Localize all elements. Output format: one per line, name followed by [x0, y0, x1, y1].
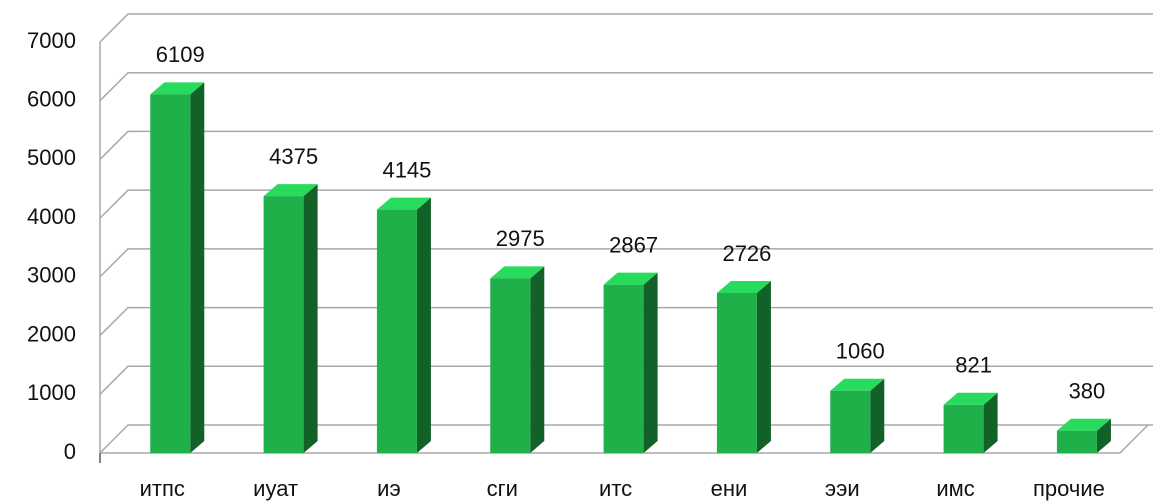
- bar: [1056, 430, 1097, 453]
- bar-side: [756, 280, 771, 453]
- y-tick-label: 1000: [27, 380, 76, 405]
- bar-top: [830, 378, 885, 391]
- bar-side: [530, 266, 545, 453]
- bar-side: [303, 184, 318, 453]
- bar-top: [376, 197, 431, 210]
- bar-top: [716, 280, 771, 293]
- grid-line: [99, 365, 1153, 395]
- bar-side: [643, 272, 658, 453]
- value-label: 821: [955, 353, 992, 378]
- x-tick-label: прочие: [1033, 476, 1105, 501]
- bar-side: [1096, 418, 1111, 453]
- y-tick-label: 3000: [27, 263, 76, 288]
- bar: [263, 196, 304, 453]
- bar: [943, 404, 984, 453]
- y-tick-label: 7000: [27, 28, 76, 53]
- value-label: 6109: [156, 42, 205, 67]
- y-tick-label: 4000: [27, 204, 76, 229]
- bar: [490, 278, 531, 453]
- bar-top: [603, 272, 658, 285]
- grid-line: [99, 189, 1153, 219]
- grid-line: [99, 13, 1153, 43]
- floor: [100, 424, 1149, 454]
- y-tick-label: 0: [64, 439, 76, 464]
- x-tick-label: иэ: [377, 476, 401, 501]
- bar-side: [416, 197, 431, 453]
- value-label: 2726: [722, 241, 771, 266]
- bar-top: [150, 82, 205, 95]
- grid-line: [99, 130, 1153, 160]
- value-label: 2867: [609, 232, 658, 257]
- bar: [150, 94, 191, 454]
- value-label: 2975: [496, 226, 545, 251]
- grid-line: [99, 248, 1153, 278]
- bar-top: [943, 392, 998, 405]
- grid-line: [99, 424, 1153, 454]
- y-tick-label: 2000: [27, 321, 76, 346]
- value-label: 380: [1069, 379, 1106, 404]
- y-tick-label: 5000: [27, 145, 76, 170]
- bar-side: [190, 82, 205, 454]
- bar: [716, 292, 757, 453]
- x-tick-label: имс: [936, 476, 974, 501]
- y-tick-label: 6000: [27, 87, 76, 112]
- grid-line: [99, 306, 1153, 337]
- x-tick-label: итс: [599, 476, 632, 501]
- x-tick-label: ээи: [825, 476, 860, 501]
- value-label: 4375: [269, 144, 318, 169]
- value-label: 4145: [382, 157, 431, 182]
- grid-line: [99, 71, 1153, 102]
- bar-top: [490, 266, 545, 279]
- value-label: 1060: [836, 339, 885, 364]
- bar: [603, 284, 644, 453]
- x-tick-label: ени: [711, 476, 748, 501]
- bar: [376, 209, 417, 453]
- bar-side: [983, 392, 998, 453]
- bar-top: [1056, 418, 1111, 431]
- x-tick-label: итпс: [140, 476, 185, 501]
- x-tick-label: сги: [487, 476, 518, 501]
- x-tick-label: иуат: [253, 476, 298, 501]
- bar-side: [870, 378, 885, 453]
- bar-top: [263, 184, 318, 197]
- bar: [830, 390, 871, 453]
